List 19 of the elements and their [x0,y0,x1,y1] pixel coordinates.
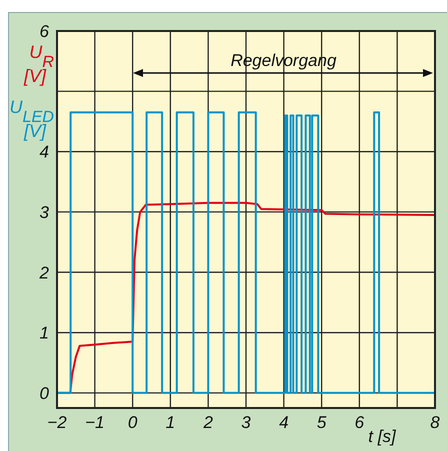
x-tick-label: 3 [241,413,252,432]
x-tick-label: 5 [316,413,327,432]
x-tick-label: 6 [354,413,365,432]
x-tick-label: 1 [166,413,176,432]
x-tick-label: 8 [430,413,440,432]
x-axis-title: t [s] [368,427,397,446]
y-tick-label: 4 [40,142,49,162]
y-tick-label: 3 [40,202,50,222]
series-label: U$_{LED}$ [V] [10,97,54,141]
y-tick-label: 6 [40,22,50,42]
x-tick-label: −2 [47,413,68,432]
y-tick-label: 1 [40,324,49,343]
x-tick-label: −1 [85,413,104,432]
text: U$_{R}$ [V] [22,42,54,86]
y-tick-label: 2 [38,263,50,282]
x-tick-label: 4 [279,413,289,432]
x-tick-label: 2 [202,413,214,432]
x-tick-label: 0 [128,413,138,432]
y-tick-label: 0 [40,384,50,403]
